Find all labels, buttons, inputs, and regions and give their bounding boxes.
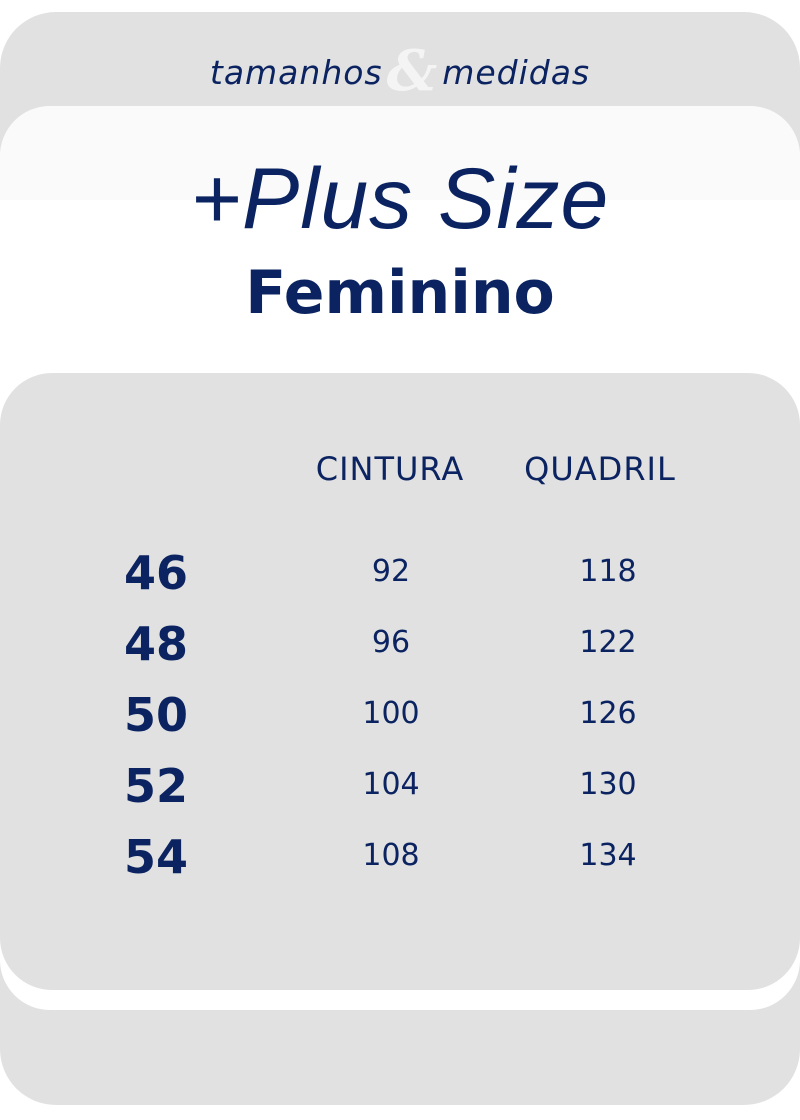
table-row: 50 100 126 — [0, 688, 800, 758]
column-header-quadril: QUADRIL — [524, 450, 676, 488]
cintura-value: 100 — [362, 696, 420, 731]
kicker-left: tamanhos — [209, 53, 383, 92]
quadril-value: 118 — [579, 554, 637, 589]
size-label: 52 — [124, 759, 189, 813]
quadril-value: 134 — [579, 838, 637, 873]
table-row: 54 108 134 — [0, 830, 800, 900]
page-title: +Plus Size — [190, 151, 610, 247]
cintura-value: 104 — [362, 767, 420, 802]
quadril-value: 130 — [579, 767, 637, 802]
cintura-value: 92 — [371, 554, 411, 589]
table-row: 48 96 122 — [0, 617, 800, 687]
panel-band — [0, 106, 800, 200]
size-table — [0, 373, 800, 990]
ampersand-logo: & — [386, 38, 439, 104]
size-label: 46 — [124, 546, 189, 600]
size-label: 54 — [124, 830, 189, 884]
cintura-value: 108 — [362, 838, 420, 873]
kicker-right: medidas — [442, 53, 591, 92]
page-subtitle: Feminino — [245, 258, 555, 328]
quadril-value: 122 — [579, 625, 637, 660]
quadril-value: 126 — [579, 696, 637, 731]
size-label: 48 — [124, 617, 189, 671]
table-row: 52 104 130 — [0, 759, 800, 829]
size-label: 50 — [124, 688, 189, 742]
cintura-value: 96 — [371, 625, 411, 660]
table-row: 46 92 118 — [0, 546, 800, 616]
kicker-heading: tamanhos& medidas — [0, 38, 800, 104]
column-header-cintura: CINTURA — [315, 450, 465, 488]
